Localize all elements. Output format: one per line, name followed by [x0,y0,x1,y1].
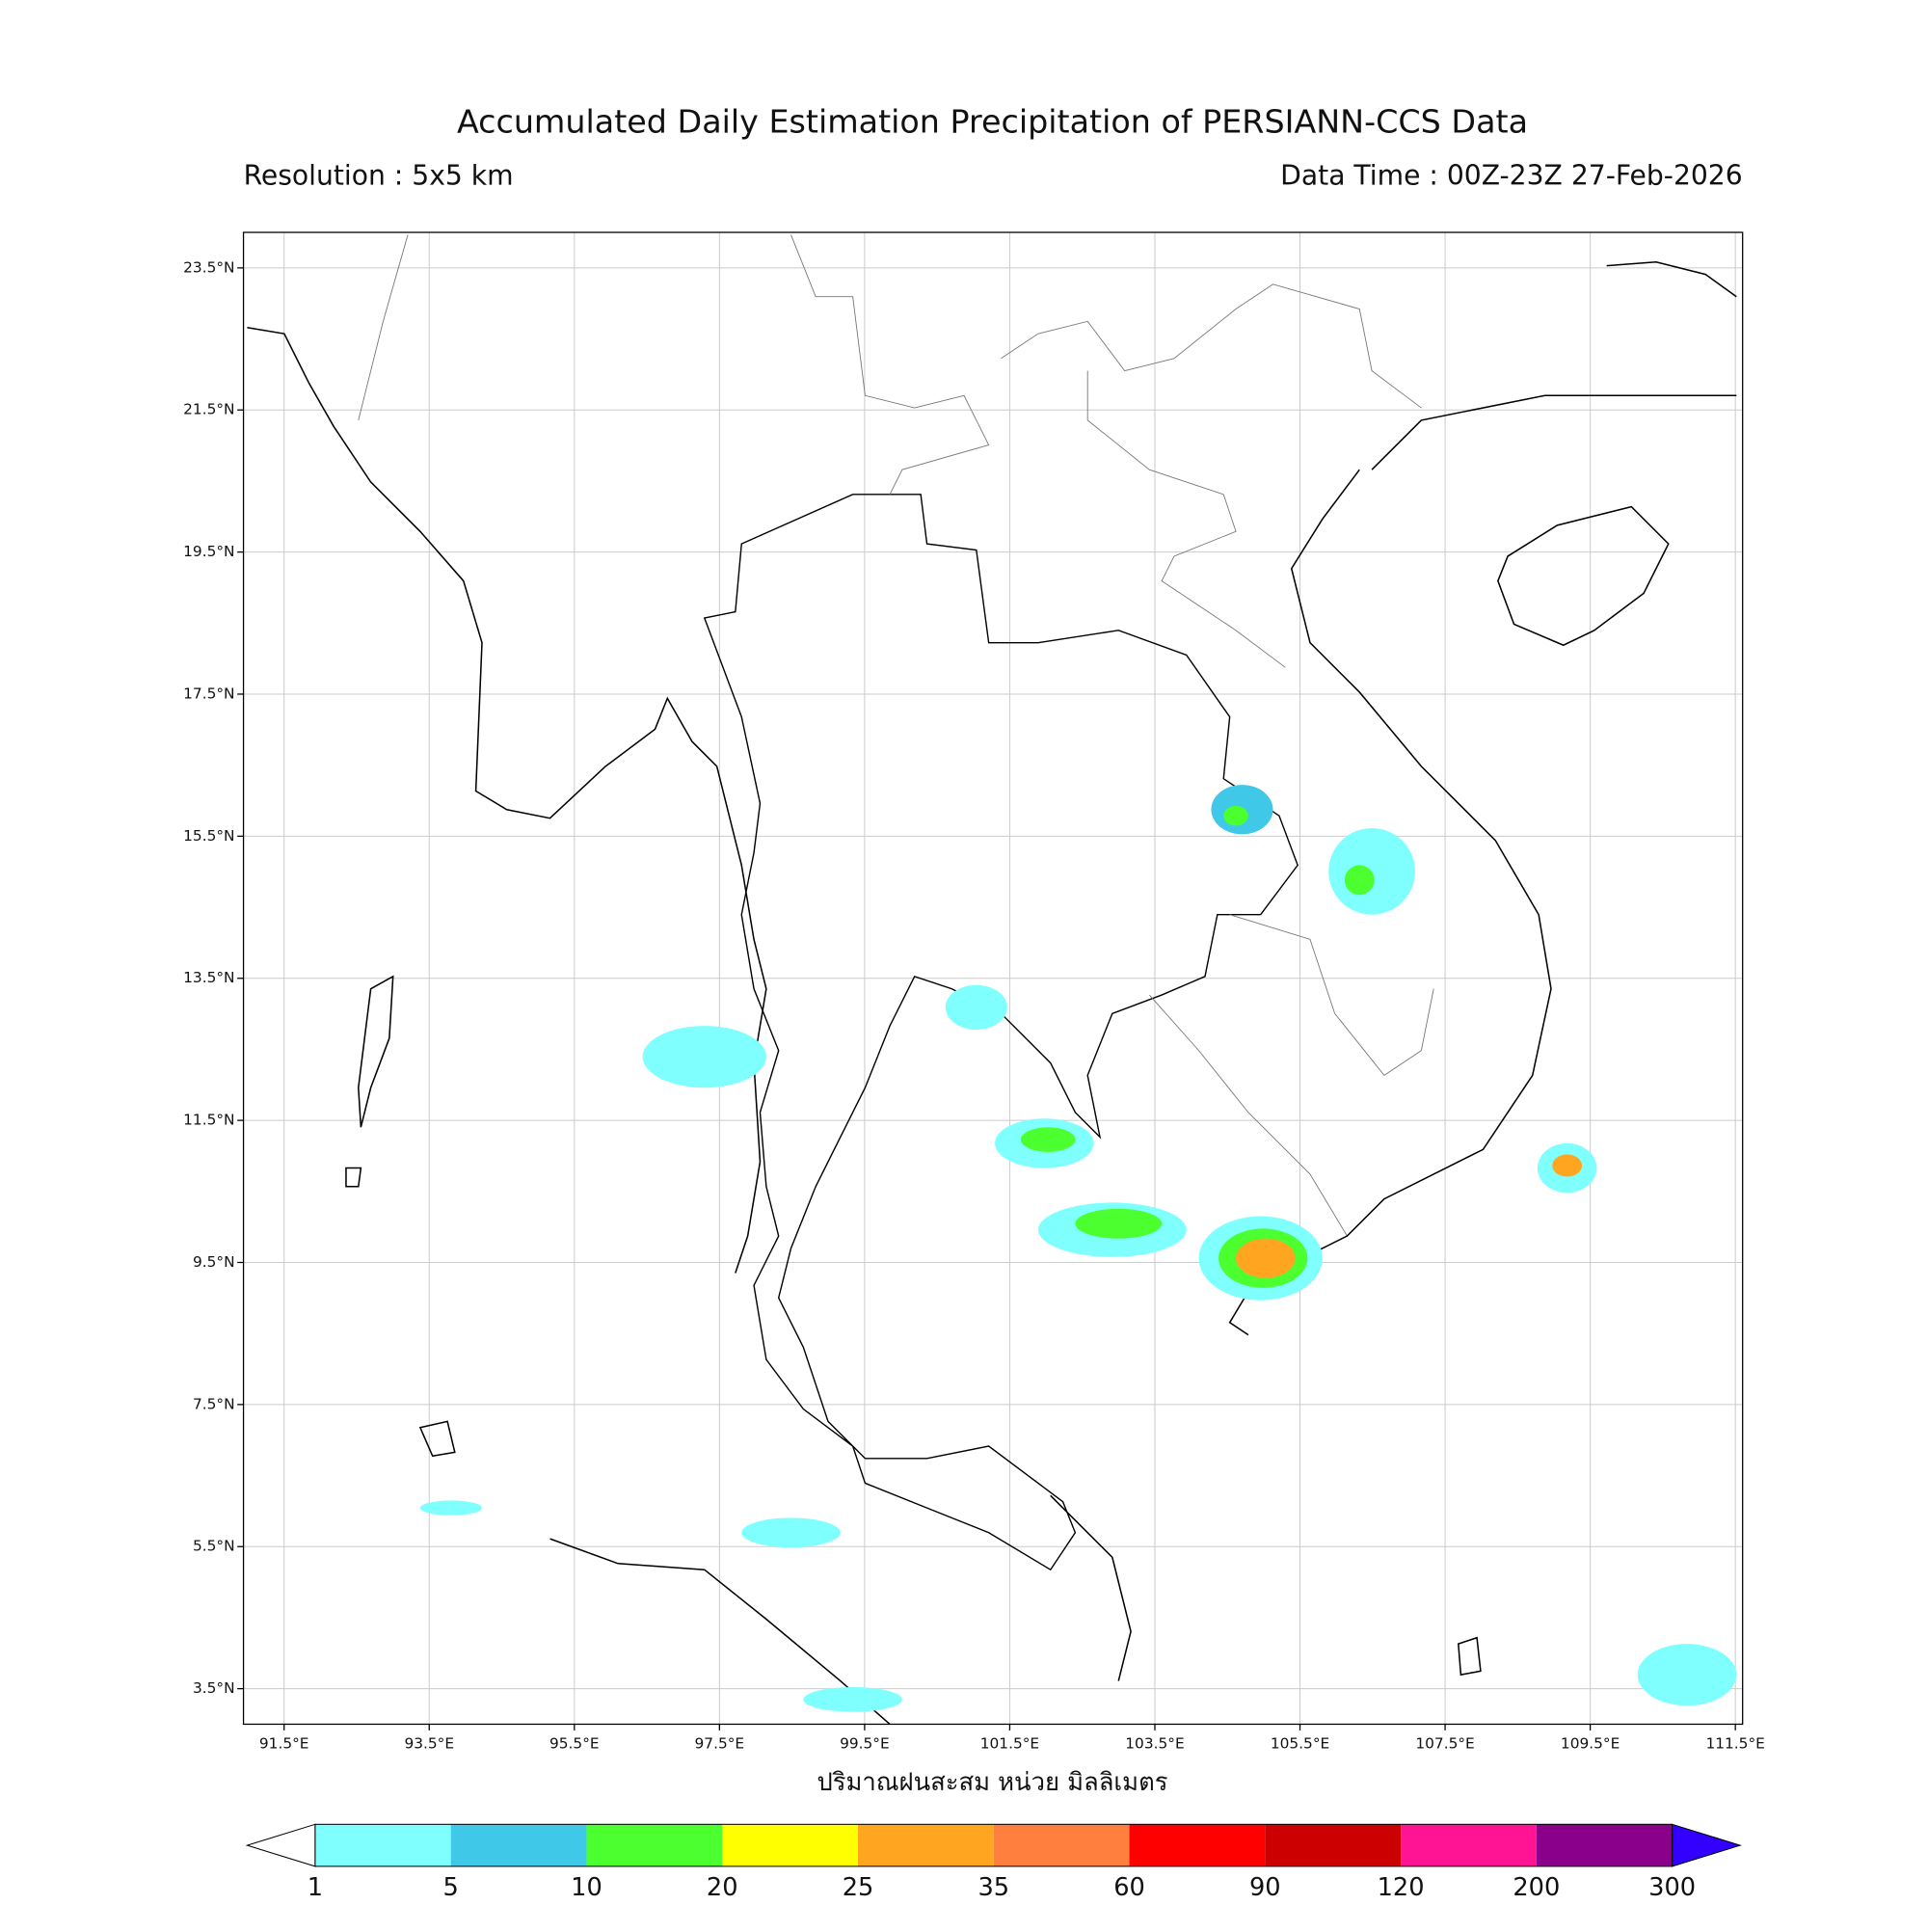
rain-area [642,1026,766,1088]
colorbar-label: 25 [843,1873,874,1902]
x-tick-label: 97.5°E [695,1734,745,1752]
colorbar-bin [1265,1824,1402,1866]
x-tick-label: 91.5°E [259,1734,309,1752]
rain-area [1552,1154,1583,1177]
colorbar-bin [1536,1824,1673,1866]
y-tick-label: 15.5°N [183,827,234,845]
colorbar-bin [993,1824,1130,1866]
colorbar: 1 5 10 20 25 35 60 90 120 200 300 [245,1823,1742,1902]
rain-area [741,1517,841,1548]
colorbar-bin [858,1824,994,1866]
rain-area [1020,1127,1076,1152]
islands [345,975,1482,1677]
colorbar-over [1672,1823,1742,1867]
colorbar-label: 5 [443,1873,459,1902]
title: Accumulated Daily Estimation Precipitati… [457,103,1528,141]
colorbar-label: 35 [977,1873,1009,1902]
y-tick-label: 11.5°N [183,1112,234,1129]
x-tick-label: 103.5°E [1125,1734,1184,1752]
x-tick-label: 99.5°E [840,1734,890,1752]
data-time: Data Time : 00Z-23Z 27-Feb-2026 [1280,159,1743,191]
precipitation [419,785,1737,1712]
y-tick-label: 7.5°N [193,1395,235,1412]
rain-area [1637,1644,1737,1706]
x-tick-label: 109.5°E [1561,1734,1620,1752]
colorbar-bin [586,1824,723,1866]
colorbar-label: 10 [571,1873,602,1902]
y-tick-label: 9.5°N [193,1253,235,1271]
colorbar-label: 300 [1648,1873,1696,1902]
rain-area [1328,827,1415,915]
grid [243,232,1743,1725]
x-tick-label: 107.5°E [1415,1734,1474,1752]
geography [247,234,1737,1726]
colorbar-outline [314,1823,1674,1867]
colorbar-bin [1129,1824,1266,1866]
rain-area [1236,1238,1296,1278]
rain-area [803,1687,902,1712]
x-tick-label: 111.5°E [1705,1734,1764,1752]
thailand [703,494,1299,1571]
y-tick-label: 19.5°N [183,543,234,560]
y-tick-label: 21.5°N [183,401,234,418]
myanmar-coast [247,326,767,1274]
hainan [1497,505,1670,647]
colorbar-label: 1 [308,1873,323,1902]
y-tick-label: 3.5°N [193,1679,235,1697]
colorbar-bin [450,1824,587,1866]
rain-area [419,1500,482,1516]
malaysia-coast [1050,1494,1132,1681]
colorbar-label: 90 [1249,1873,1281,1902]
x-tick-label: 95.5°E [549,1734,600,1752]
y-tick-label: 23.5°N [183,258,234,276]
x-tick-label: 101.5°E [980,1734,1039,1752]
y-tick-label: 5.5°N [193,1538,235,1555]
china-coast [1606,261,1737,298]
x-tick-label: 105.5°E [1271,1734,1329,1752]
colorbar-label: 60 [1113,1873,1145,1902]
x-label: ปริมาณฝนสะสม หน่วย มิลลิเมตร [817,1768,1167,1797]
colorbar-label: 200 [1513,1873,1560,1902]
colorbar-label: 20 [707,1873,738,1902]
rain-area [1223,805,1248,826]
rain-area [1075,1208,1163,1239]
colorbar-bin [722,1824,858,1866]
colorbar-under [245,1823,316,1867]
y-tick-label: 13.5°N [183,969,234,986]
colorbar-bin [1401,1824,1537,1866]
y-tick-label: 17.5°N [183,684,234,702]
colorbar-bin [314,1824,451,1866]
borders [358,234,1434,1237]
rain-area [945,984,1007,1030]
colorbar-label: 120 [1378,1873,1425,1902]
rain-area [1344,865,1375,896]
x-tick-label: 93.5°E [404,1734,454,1752]
resolution: Resolution : 5x5 km [244,159,514,191]
